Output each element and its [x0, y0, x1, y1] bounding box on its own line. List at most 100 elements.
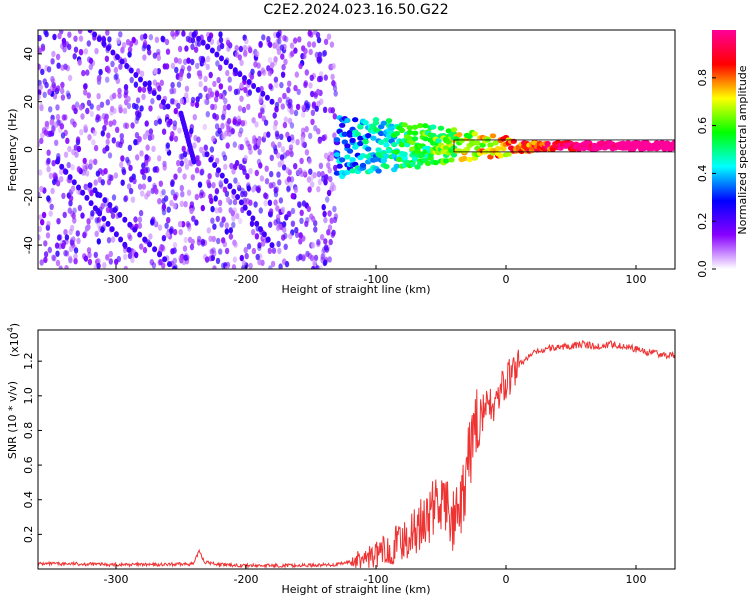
- heatmap-noise-cell: [221, 216, 226, 223]
- heatmap-noise-cell: [105, 206, 111, 214]
- heatmap-signal-cell: [422, 123, 429, 129]
- heatmap-noise-cell: [172, 120, 178, 127]
- heatmap-noise-cell: [308, 168, 313, 175]
- heatmap-noise-cell: [166, 206, 171, 213]
- heatmap-noise-cell: [323, 38, 329, 45]
- heatmap-noise-cell: [214, 114, 220, 121]
- heatmap-noise-cell: [161, 203, 167, 210]
- heatmap-noise-cell: [125, 156, 130, 164]
- heatmap-streak-cell: [261, 231, 267, 238]
- heatmap-noise-cell: [124, 122, 130, 129]
- heatmap-noise-cell: [276, 213, 281, 221]
- heatmap-noise-cell: [133, 81, 139, 88]
- heatmap-signal-cell: [466, 156, 473, 163]
- heatmap-noise-cell: [111, 194, 117, 201]
- heatmap-noise-cell: [152, 79, 158, 86]
- heatmap-noise-cell: [190, 43, 195, 50]
- heatmap-noise-cell: [209, 91, 215, 98]
- heatmap-noise-cell: [239, 254, 244, 262]
- heatmap-signal-cell: [344, 117, 351, 124]
- heatmap-noise-cell: [268, 265, 273, 269]
- heatmap-streak-cell: [157, 251, 163, 258]
- heatmap-noise-cell: [87, 134, 92, 141]
- heatmap-noise-cell: [246, 103, 251, 111]
- heatmap-noise-cell: [50, 119, 55, 126]
- heatmap-streak-cell: [110, 49, 116, 56]
- heatmap-noise-cell: [283, 243, 288, 250]
- heatmap-noise-cell: [293, 47, 298, 54]
- heatmap-noise-cell: [182, 173, 187, 180]
- heatmap-noise-cell: [218, 248, 223, 255]
- heatmap-noise-cell: [40, 68, 45, 76]
- heatmap-signal-cell: [414, 164, 421, 170]
- heatmap-noise-cell: [75, 230, 81, 237]
- heatmap-signal-cell: [398, 127, 406, 133]
- heatmap-noise-cell: [117, 92, 122, 99]
- colorbar: 0.0 0.2 0.4 0.6 0.8 Normalized spectral ampl…: [696, 30, 749, 278]
- snr-x-ticks: -300 -200 -100 0 100: [104, 565, 647, 586]
- heatmap-noise-cell: [169, 88, 174, 95]
- heatmap-noise-cell: [297, 201, 302, 209]
- heatmap-noise-cell: [51, 124, 56, 132]
- x-tick-label: 100: [626, 273, 647, 286]
- snr-series-line: [38, 339, 675, 569]
- heatmap-noise-cell: [137, 136, 142, 143]
- heatmap-signal-cell: [500, 146, 507, 152]
- heatmap-noise-cell: [242, 34, 247, 41]
- heatmap-noise-cell: [246, 185, 251, 192]
- heatmap-noise-cell: [289, 134, 295, 141]
- heatmap-noise-cell: [305, 103, 311, 111]
- heatmap-noise-cell: [112, 119, 117, 126]
- heatmap-noise-cell: [120, 47, 125, 54]
- heatmap-noise-cell: [161, 189, 166, 196]
- heatmap-noise-cell: [64, 250, 70, 257]
- heatmap-signal-cell: [580, 145, 588, 152]
- heatmap-noise-cell: [105, 254, 110, 261]
- heatmap-streak-cell: [101, 40, 107, 47]
- heatmap-noise-cell: [116, 37, 121, 44]
- heatmap-noise-cell: [43, 240, 48, 247]
- heatmap-noise-cell: [243, 154, 248, 162]
- heatmap-noise-cell: [273, 119, 278, 127]
- heatmap-noise-cell: [318, 75, 323, 83]
- heatmap-noise-cell: [82, 157, 87, 165]
- heatmap-noise-cell: [59, 168, 64, 175]
- heatmap-noise-cell: [247, 45, 252, 52]
- heatmap-noise-cell: [73, 253, 78, 260]
- heatmap-noise-cell: [304, 220, 309, 228]
- heatmap-noise-cell: [105, 138, 110, 145]
- heatmap-noise-cell: [117, 87, 122, 95]
- heatmap-noise-cell: [264, 178, 270, 185]
- heatmap-noise-cell: [98, 68, 103, 76]
- heatmap-noise-cell: [212, 80, 217, 88]
- heatmap-noise-cell: [196, 136, 201, 143]
- heatmap-noise-cell: [62, 40, 67, 48]
- heatmap-noise-cell: [173, 135, 179, 142]
- heatmap-noise-cell: [94, 217, 100, 224]
- heatmap-signal-cell: [383, 142, 390, 148]
- heatmap-noise-cell: [83, 124, 88, 131]
- heatmap-noise-cell: [278, 197, 284, 204]
- heatmap-noise-cell: [212, 223, 217, 230]
- heatmap-noise-cell: [38, 225, 42, 233]
- heatmap-noise-cell: [114, 258, 119, 266]
- heatmap-signal-cell: [383, 137, 390, 143]
- heatmap-noise-cell: [309, 31, 314, 38]
- heatmap-noise-cell: [218, 179, 223, 186]
- heatmap-noise-cell: [301, 111, 306, 118]
- heatmap-noise-cell: [105, 65, 111, 72]
- heatmap-noise-cell: [283, 58, 288, 65]
- heatmap-noise-cell: [215, 157, 220, 164]
- heatmap-noise-cell: [293, 163, 298, 170]
- heatmap-streak-cell: [76, 184, 81, 191]
- heatmap-signal-cell: [671, 139, 675, 145]
- heatmap-noise-cell: [56, 62, 61, 69]
- heatmap-signal-cell: [380, 120, 387, 126]
- heatmap-noise-cell: [286, 185, 291, 192]
- heatmap-noise-cell: [139, 243, 144, 250]
- heatmap-noise-cell: [225, 37, 230, 44]
- heatmap-noise-cell: [54, 242, 60, 249]
- heatmap-noise-cell: [83, 48, 89, 55]
- heatmap-noise-cell: [316, 128, 321, 135]
- heatmap-noise-cell: [43, 256, 48, 264]
